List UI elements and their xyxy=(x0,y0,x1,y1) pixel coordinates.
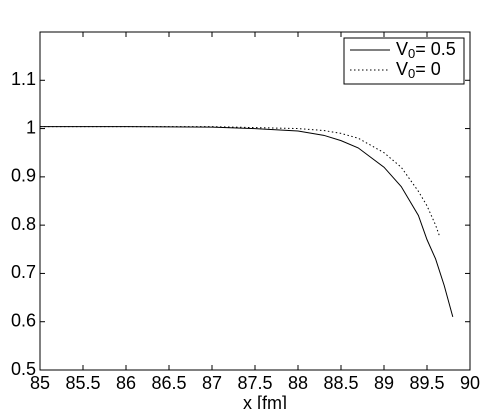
x-axis-label: x [fm] xyxy=(243,393,287,409)
y-tick-label: 0.5 xyxy=(11,359,36,379)
y-tick-label: 0.6 xyxy=(11,310,36,330)
y-tick-label: 0.8 xyxy=(11,214,36,234)
y-tick-label: 1 xyxy=(26,117,36,137)
x-tick-label: 88 xyxy=(288,373,308,393)
x-tick-label: 86.5 xyxy=(151,373,186,393)
x-tick-label: 90 xyxy=(460,373,480,393)
x-tick-label: 86 xyxy=(116,373,136,393)
x-tick-label: 89.5 xyxy=(409,373,444,393)
legend-box xyxy=(343,37,465,85)
x-tick-label: 85 xyxy=(30,373,50,393)
x-tick-label: 87 xyxy=(202,373,222,393)
x-tick-label: 85.5 xyxy=(65,373,100,393)
y-tick-label: 0.7 xyxy=(11,262,36,282)
line-series xyxy=(40,126,441,238)
line-series xyxy=(40,126,454,318)
y-tick-label: 1.1 xyxy=(11,69,36,89)
x-tick-label: 89 xyxy=(374,373,394,393)
legend-label: V0= 0 xyxy=(396,59,441,82)
legend-label: V0= 0.5 xyxy=(396,39,456,62)
x-tick-label: 88.5 xyxy=(323,373,358,393)
x-tick-label: 87.5 xyxy=(237,373,272,393)
y-tick-label: 0.9 xyxy=(11,166,36,186)
